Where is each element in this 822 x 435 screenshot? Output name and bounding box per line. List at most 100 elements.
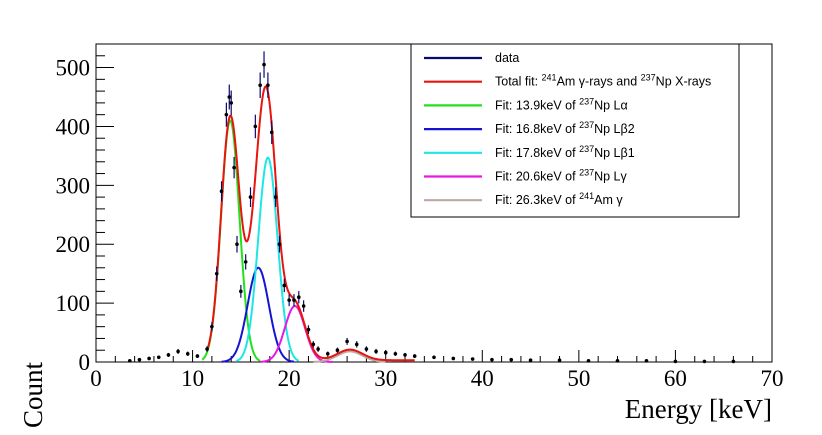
fit-curve-line (221, 266, 295, 363)
data-point (137, 357, 142, 362)
data-point (345, 337, 349, 345)
data-point (176, 348, 180, 354)
y-tick-label: 0 (79, 350, 91, 375)
legend-entry: Fit: 17.8keV of 237Np Lβ1 (424, 144, 635, 160)
data-point (227, 84, 232, 110)
data-point (644, 359, 649, 363)
legend-label: Fit: 20.6keV of 237Np Lγ (495, 168, 628, 184)
data-point (273, 187, 278, 207)
data-point (528, 358, 533, 363)
y-tick-label: 300 (56, 173, 91, 198)
legend-entry: Fit: 20.6keV of 237Np Lγ (424, 168, 628, 184)
data-point (393, 351, 398, 356)
data-point (147, 356, 151, 361)
fit-curve-line (313, 350, 386, 363)
data-point (432, 355, 436, 360)
data-point (297, 291, 301, 304)
y-tick-label: 500 (56, 56, 91, 81)
data-point (277, 235, 282, 253)
data-point (374, 348, 378, 354)
data-point (451, 356, 456, 361)
data-point (185, 351, 190, 356)
data-point (301, 300, 306, 312)
data-point (311, 341, 316, 348)
fit-curves (201, 85, 415, 363)
x-tick-label: 60 (664, 366, 687, 391)
data-point (128, 359, 132, 363)
data-point (195, 354, 200, 358)
x-tick-label: 50 (567, 366, 590, 391)
x-tick-label: 30 (374, 366, 397, 391)
data-points (128, 51, 736, 364)
data-point (156, 355, 161, 360)
legend-label: Fit: 17.8keV of 237Np Lβ1 (495, 144, 635, 160)
x-tick-label: 40 (471, 366, 494, 391)
legend-entry: Total fit: 241Am γ-rays and 237Np X-rays (424, 73, 711, 89)
data-point (364, 346, 369, 352)
legend-label: Fit: 16.8keV of 237Np Lβ2 (495, 120, 635, 136)
fit-curve-line (260, 305, 333, 363)
y-tick-label: 100 (56, 291, 91, 316)
x-tick-label: 70 (761, 366, 784, 391)
fit-curve-line (201, 119, 261, 362)
data-point (615, 359, 620, 363)
data-point (731, 359, 736, 364)
data-point (403, 352, 407, 357)
x-axis-title: Energy [keV] (625, 394, 772, 424)
x-tick-label: 10 (181, 366, 204, 391)
data-point (262, 51, 266, 78)
data-point (239, 284, 243, 298)
legend-entry: Fit: 13.9keV of 237Np Lα (424, 96, 628, 112)
x-tick-labels: 0 10 20 30 40 50 60 70 (90, 366, 783, 391)
data-point (229, 90, 233, 116)
fit-curve-line (235, 156, 300, 363)
data-point (702, 359, 707, 364)
x-tick-label: 0 (90, 366, 102, 391)
x-tick-label: 20 (278, 366, 301, 391)
data-point (214, 266, 219, 281)
data-point (292, 294, 296, 307)
legend-entry: Fit: 26.3keV of 241Am γ (424, 191, 623, 207)
y-tick-label: 400 (56, 114, 91, 139)
data-point (166, 352, 171, 357)
data-point (235, 235, 239, 253)
y-tick-labels: 0 100 200 300 400 500 (56, 56, 91, 375)
data-point (210, 322, 214, 332)
data-point (470, 357, 475, 361)
data-point (325, 351, 330, 356)
data-point (287, 294, 291, 307)
data-point (224, 102, 229, 127)
legend-box (410, 43, 740, 218)
data-point (266, 72, 270, 98)
legend-label: Fit: 26.3keV of 241Am γ (495, 191, 623, 207)
data-point (253, 114, 258, 139)
data-point (243, 254, 248, 270)
data-point (335, 347, 340, 353)
data-point (354, 341, 359, 348)
data-point (282, 278, 287, 293)
y-tick-label: 200 (56, 232, 91, 257)
data-point (490, 357, 494, 362)
data-point (383, 350, 388, 355)
data-point (269, 120, 274, 144)
legend: data Total fit: 241Am γ-rays and 237Np X-… (410, 43, 740, 218)
data-point (316, 346, 320, 352)
total-fit-line (206, 85, 415, 362)
data-point (673, 359, 678, 364)
data-point (557, 358, 562, 363)
data-point (219, 181, 224, 202)
data-point (258, 72, 262, 98)
legend-entry: Fit: 16.8keV of 237Np Lβ2 (424, 120, 635, 136)
legend-label: Total fit: 241Am γ-rays and 237Np X-rays (495, 73, 711, 89)
data-point (232, 156, 236, 179)
data-point (205, 346, 209, 352)
legend-entry: data (424, 51, 519, 65)
data-point (306, 325, 311, 334)
data-point (412, 354, 417, 358)
legend-label: Fit: 13.9keV of 237Np Lα (495, 96, 628, 112)
legend-label: data (495, 51, 519, 65)
data-point (586, 359, 591, 363)
y-axis-title: Count (18, 362, 48, 429)
data-point (509, 357, 514, 362)
